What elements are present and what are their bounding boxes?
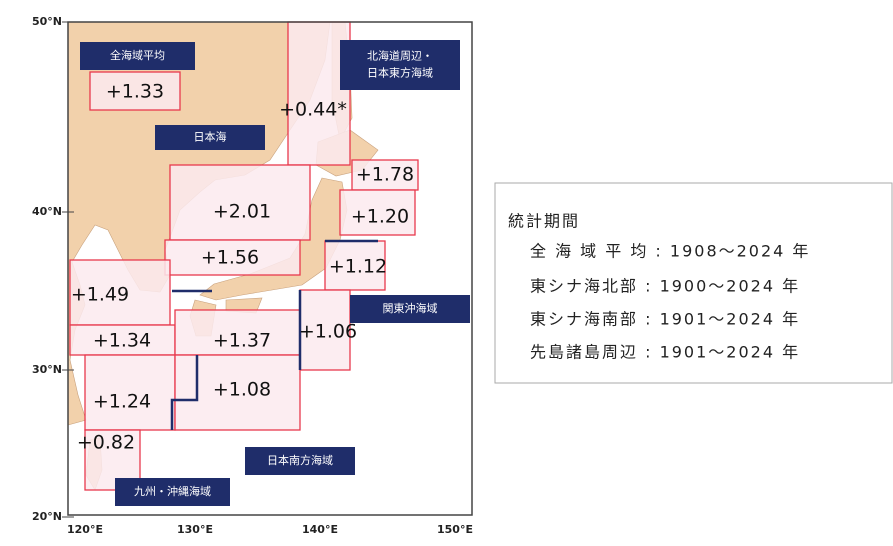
region-value: +1.37: [213, 330, 271, 352]
legend-title: 統計期間: [508, 212, 580, 231]
boundaries: [170, 239, 378, 430]
region-box: [89, 71, 181, 111]
area-label-box: [80, 42, 195, 70]
region-box: [299, 289, 351, 371]
area-label-box: [245, 447, 355, 475]
lat-label: 50°N: [32, 15, 62, 28]
lon-label: 140°E: [302, 523, 338, 536]
region-box: [84, 429, 141, 491]
region-box: [324, 240, 386, 291]
area-label: 日本南方海域: [267, 453, 333, 467]
region-value: +1.12: [329, 256, 387, 278]
region-value: +1.06: [299, 321, 357, 343]
region-value: +2.01: [213, 201, 271, 223]
region-box: [174, 309, 301, 356]
region-value: +0.82: [77, 432, 135, 454]
legend-line: 先島諸島周辺 : 1901～2024 年: [530, 343, 800, 362]
region-box: [164, 239, 301, 276]
lon-label: 150°E: [437, 523, 473, 536]
lat-label: 30°N: [32, 363, 62, 376]
area-label: 関東沖海域: [383, 301, 438, 315]
lat-label: 40°N: [32, 205, 62, 218]
area-label: 全海域平均: [110, 48, 165, 62]
region-value: +1.08: [213, 379, 271, 401]
region-value: +1.33: [106, 81, 164, 103]
legend-box: [494, 182, 893, 384]
region-value: +0.44*: [279, 99, 347, 121]
region-value: +1.56: [201, 247, 259, 269]
lon-label: 130°E: [177, 523, 213, 536]
region-box: [169, 164, 311, 241]
area-label: 九州・沖縄海域: [134, 484, 211, 498]
region-value: +1.24: [93, 391, 151, 413]
area-label-box: [350, 295, 470, 323]
boundary-line: [170, 355, 199, 430]
lat-label: 20°N: [32, 510, 62, 523]
legend-line: 全 海 域 平 均 : 1908～2024 年: [530, 242, 810, 261]
legend-line: 東シナ海南部 : 1901～2024 年: [530, 310, 800, 329]
area-label: 日本海: [194, 130, 227, 144]
lon-label: 120°E: [67, 523, 103, 536]
region-box: [84, 354, 176, 431]
area-label: 北海道周辺・: [367, 49, 433, 63]
region-value: +1.20: [351, 206, 409, 228]
region-box: [69, 259, 171, 326]
legend-line: 東シナ海北部 : 1900～2024 年: [530, 277, 800, 296]
region-box: [69, 324, 176, 356]
region-box: [339, 189, 416, 236]
area-label: 日本東方海域: [367, 65, 433, 79]
area-label-box: [115, 478, 230, 506]
area-label-box: [340, 40, 460, 90]
map-frame: [67, 21, 473, 516]
area-label-box: [155, 125, 265, 150]
region-value: +1.78: [356, 164, 414, 186]
region-box: [287, 21, 351, 166]
region-value: +1.49: [71, 284, 129, 306]
region-value: +1.34: [93, 330, 151, 352]
